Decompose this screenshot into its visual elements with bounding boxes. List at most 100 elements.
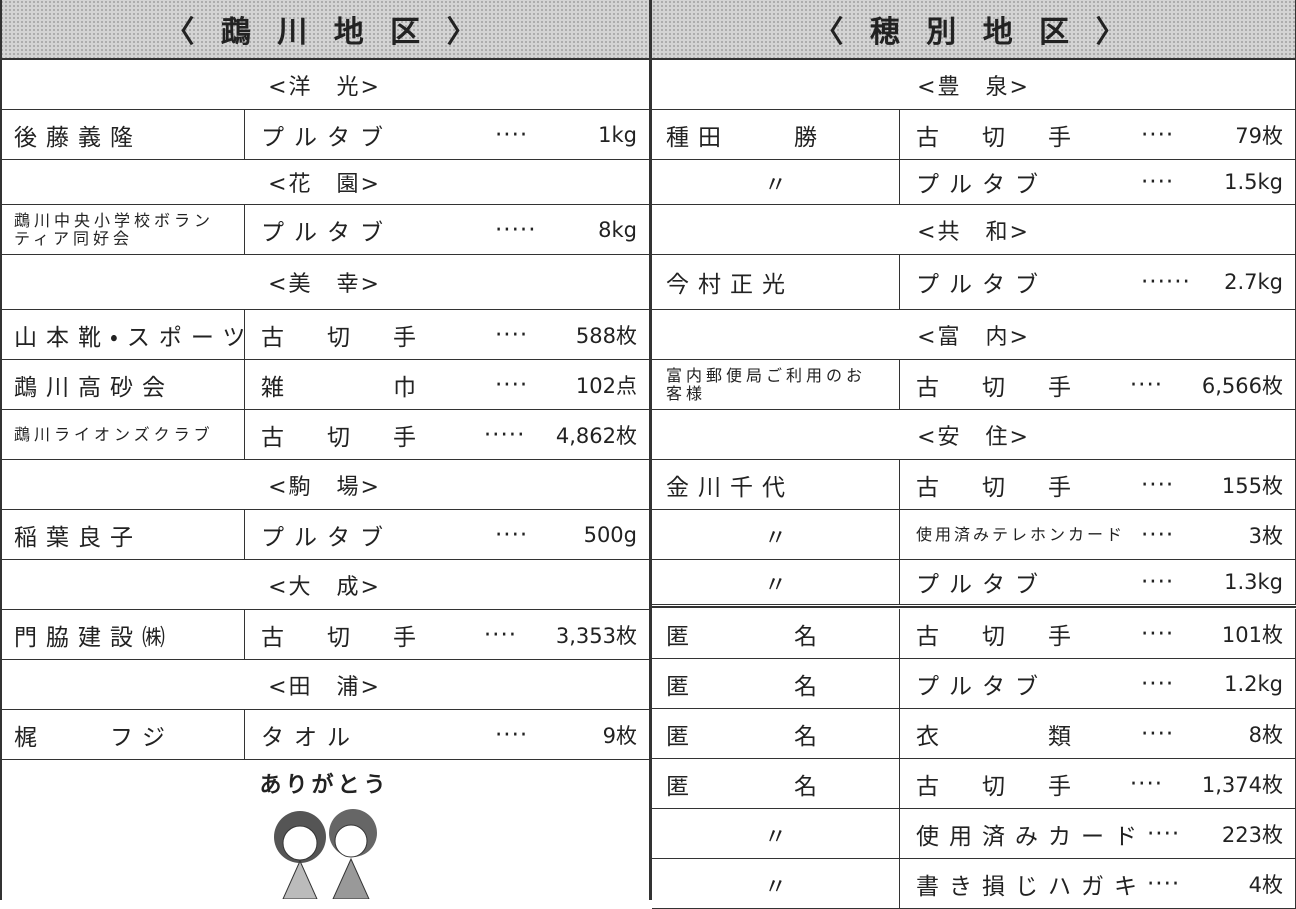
item-name: 古 切 手 xyxy=(916,773,1081,800)
amount: 2.7kg xyxy=(1224,270,1283,294)
donation-item: 使用済みテレホンカード ···· 3枚 xyxy=(900,510,1296,560)
donation-item: タオル ···· 9枚 xyxy=(245,710,650,760)
item-name: 古 切 手 xyxy=(261,324,426,351)
item-name: 古 切 手 xyxy=(261,424,426,451)
donation-item: 古 切 手 ···· 588枚 xyxy=(245,310,650,360)
donor-name: 匿 名 xyxy=(652,759,900,809)
leader-dots: ···· xyxy=(1141,521,1175,548)
leader-dots: ···· xyxy=(1129,371,1164,398)
donor-name: 〃 xyxy=(652,510,900,560)
amount: 155枚 xyxy=(1221,473,1283,498)
amount: 79枚 xyxy=(1235,123,1283,148)
amount: 3,353枚 xyxy=(555,623,637,648)
donation-item: プルタブ ···· 1.5kg xyxy=(900,160,1296,205)
section-heading: <安 住> xyxy=(652,410,1296,460)
leader-dots: ···· xyxy=(1129,770,1164,797)
amount: 6,566枚 xyxy=(1201,373,1283,398)
section-heading: <駒 場> xyxy=(0,460,650,510)
donation-item: 古 切 手 ····· 4,862枚 xyxy=(245,410,650,460)
amount: 1.5kg xyxy=(1224,170,1283,194)
leader-dots: ····· xyxy=(495,216,537,243)
donation-item: 古 切 手 ···· 3,353枚 xyxy=(245,610,650,660)
donation-item: 古 切 手 ···· 1,374枚 xyxy=(900,759,1296,809)
amount: 4枚 xyxy=(1248,872,1283,897)
donor-name: 金川千代 xyxy=(652,460,900,510)
amount: 9枚 xyxy=(602,723,637,748)
amount: 1.2kg xyxy=(1224,671,1283,696)
amount: 1.3kg xyxy=(1224,570,1283,594)
donor-name: 山本靴・スポーツ店 xyxy=(0,310,245,360)
thanks-illustration: ありがとう xyxy=(0,760,650,900)
donor-name: 今村正光 xyxy=(652,255,900,310)
section-heading: <富 内> xyxy=(652,310,1296,360)
leader-dots: ······ xyxy=(1141,269,1191,295)
leader-dots: ···· xyxy=(495,371,529,398)
item-name: 古 切 手 xyxy=(916,623,1081,650)
column-divider xyxy=(650,0,652,900)
item-name: タオル xyxy=(261,724,360,751)
leader-dots: ···· xyxy=(1141,471,1175,498)
item-name: プルタブ xyxy=(261,524,393,551)
amount: 1,374枚 xyxy=(1201,772,1283,797)
leader-dots: ···· xyxy=(1141,121,1175,148)
amount: 1kg xyxy=(598,122,637,147)
donor-name: 〃 xyxy=(652,859,900,909)
amount: 8枚 xyxy=(1248,722,1283,747)
leader-dots: ···· xyxy=(495,321,529,348)
amount: 3枚 xyxy=(1248,523,1283,548)
leader-dots: ···· xyxy=(1141,670,1175,697)
amount: 4,862枚 xyxy=(555,423,637,448)
kids-drawing xyxy=(273,809,377,899)
donation-item: 古 切 手 ···· 79枚 xyxy=(900,110,1296,160)
donor-name: 富内郵便局ご利用のお客様 xyxy=(652,360,900,410)
amount: 500g xyxy=(583,522,637,547)
donor-name: 鵡川中央小学校ボランティア同好会 xyxy=(0,205,245,255)
item-name: プルタブ xyxy=(916,172,1048,198)
outer-left xyxy=(0,0,2,900)
donation-item: プルタブ ···· 500g xyxy=(245,510,650,560)
donation-item: 古 切 手 ···· 6,566枚 xyxy=(900,360,1296,410)
donor-name: 〃 xyxy=(652,160,900,205)
leader-dots: ····· xyxy=(483,421,526,448)
leader-dots: ···· xyxy=(495,521,529,548)
donation-item: 書き損じハガキ ···· 4枚 xyxy=(900,859,1296,909)
leader-dots: ···· xyxy=(1141,620,1175,647)
donor-name: 梶 フジ xyxy=(0,710,245,760)
amount: 588枚 xyxy=(575,323,637,348)
amount: 223枚 xyxy=(1221,822,1283,847)
donor-name: 〃 xyxy=(652,809,900,859)
donation-item: 使用済みカード ···· 223枚 xyxy=(900,809,1296,859)
donor-name: 種田 勝 xyxy=(652,110,900,160)
district-header: 〈 鵡 川 地 区 〉 xyxy=(0,0,650,60)
leader-dots: ···· xyxy=(1147,820,1181,847)
donation-item: 雑 巾 ···· 102点 xyxy=(245,360,650,410)
donation-item: プルタブ ···· 1.3kg xyxy=(900,560,1296,605)
donation-item: プルタブ ······ 2.7kg xyxy=(900,255,1296,310)
amount: 102点 xyxy=(575,373,637,398)
item-name: プルタブ xyxy=(916,272,1048,298)
leader-dots: ···· xyxy=(495,721,529,748)
item-name: プルタブ xyxy=(916,673,1048,700)
item-name: 使用済みテレホンカード xyxy=(916,524,1126,544)
donor-name: 稲葉良子 xyxy=(0,510,245,560)
leader-dots: ···· xyxy=(1141,569,1175,595)
double-rule xyxy=(652,606,1296,608)
section-heading: <花 園> xyxy=(0,160,650,205)
item-name: プルタブ xyxy=(261,124,393,151)
item-name: プルタブ xyxy=(916,572,1048,598)
donor-name: 匿 名 xyxy=(652,709,900,759)
donor-name: 門脇建設㈱ xyxy=(0,610,245,660)
section-heading: <洋 光> xyxy=(0,60,650,110)
item-name: 古 切 手 xyxy=(916,124,1081,151)
leader-dots: ···· xyxy=(1141,720,1175,747)
donor-name: 鵡川ライオンズクラブ xyxy=(0,410,245,460)
item-name: 衣 類 xyxy=(916,723,1081,750)
leader-dots: ···· xyxy=(495,121,529,148)
donation-item: プルタブ ····· 8kg xyxy=(245,205,650,255)
donation-item: プルタブ ···· 1kg xyxy=(245,110,650,160)
item-name: プルタブ xyxy=(261,219,393,246)
leader-dots: ···· xyxy=(1141,169,1175,195)
thanks-text: ありがとう xyxy=(259,773,390,798)
donor-name: 後藤義隆 xyxy=(0,110,245,160)
